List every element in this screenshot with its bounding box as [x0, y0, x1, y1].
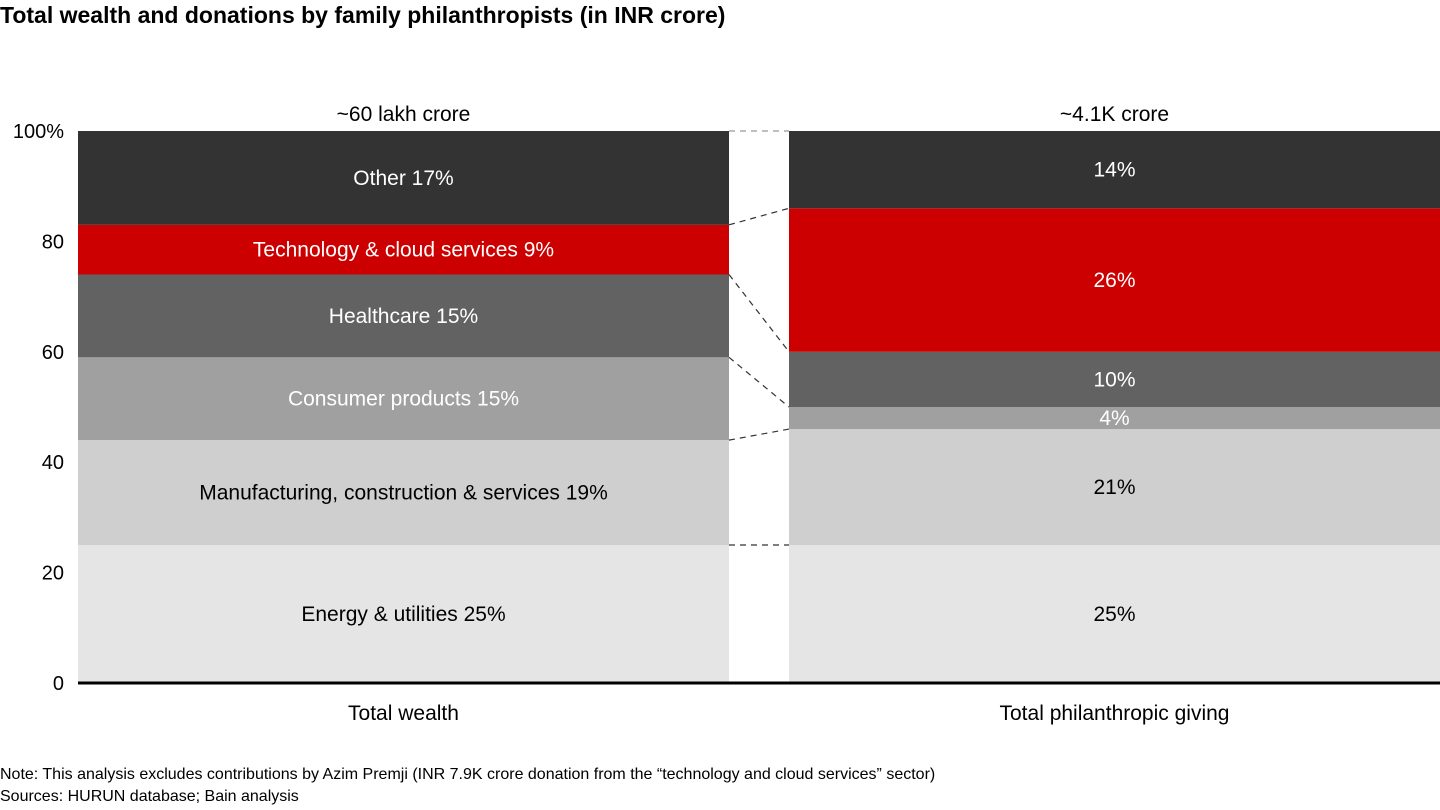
- y-tick-label: 100%: [13, 121, 64, 143]
- bar-segment: [78, 224, 729, 275]
- chart-title: Total wealth and donations by family phi…: [0, 2, 726, 28]
- connector-line: [728, 274, 790, 353]
- segment-label: 14%: [1093, 159, 1135, 182]
- segment-label: 10%: [1093, 368, 1135, 391]
- note-text: Note: This analysis excludes contributio…: [0, 766, 936, 783]
- segment-label: Consumer products 15%: [288, 388, 519, 411]
- bar-segment: [789, 545, 1440, 683]
- bar-segment: [78, 274, 729, 358]
- connector-line: [728, 356, 790, 408]
- bar-total-label: ~60 lakh crore: [337, 103, 471, 126]
- bar-segment: [789, 429, 1440, 545]
- footnotes: Note: This analysis excludes contributio…: [0, 764, 935, 808]
- bar-segment: [789, 407, 1440, 430]
- bar-segment: [78, 545, 729, 683]
- bar-total-label: ~4.1K crore: [1060, 103, 1169, 126]
- category-label: Total wealth: [348, 702, 459, 725]
- segment-label: 26%: [1093, 269, 1135, 292]
- connector-line: [728, 428, 790, 441]
- segment-label: 21%: [1093, 476, 1135, 499]
- y-tick-label: 0: [53, 673, 64, 695]
- bar-segment: [789, 131, 1440, 209]
- y-tick-label: 20: [42, 563, 64, 585]
- bar-segment: [789, 351, 1440, 407]
- segment-label: Manufacturing, construction & services 1…: [199, 482, 608, 505]
- bar-segment: [78, 131, 729, 225]
- segment-label: Healthcare 15%: [329, 305, 478, 328]
- connector-line: [728, 207, 790, 226]
- y-tick-label: 40: [42, 452, 64, 474]
- segment-label: Technology & cloud services 9%: [253, 239, 554, 262]
- category-label: Total philanthropic giving: [1000, 702, 1230, 725]
- segment-label: Other 17%: [353, 167, 453, 190]
- bar-segment: [789, 208, 1440, 352]
- segment-label: Energy & utilities 25%: [301, 603, 505, 626]
- y-tick-label: 80: [42, 231, 64, 253]
- segment-label: 4%: [1099, 407, 1129, 430]
- sources-text: Sources: HURUN database; Bain analysis: [0, 788, 299, 805]
- bar-segment: [78, 440, 729, 545]
- segment-label: 25%: [1093, 603, 1135, 626]
- y-tick-label: 60: [42, 342, 64, 364]
- bar-segment: [78, 357, 729, 441]
- stacked-bar-chart: 0 20 40 60 80 100% Energy & utilities 25% Manuf…: [13, 103, 1440, 725]
